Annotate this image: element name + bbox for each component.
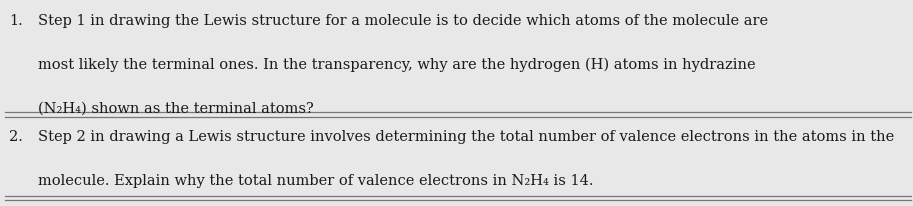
- Text: most likely the terminal ones. In the transparency, why are the hydrogen (H) ato: most likely the terminal ones. In the tr…: [38, 58, 756, 72]
- Text: Step 2 in drawing a Lewis structure involves determining the total number of val: Step 2 in drawing a Lewis structure invo…: [38, 130, 895, 144]
- Text: 1.: 1.: [9, 14, 23, 28]
- Text: molecule. Explain why the total number of valence electrons in N₂H₄ is 14.: molecule. Explain why the total number o…: [38, 173, 593, 187]
- Text: 2.: 2.: [9, 130, 23, 144]
- Text: Step 1 in drawing the Lewis structure for a molecule is to decide which atoms of: Step 1 in drawing the Lewis structure fo…: [38, 14, 769, 28]
- Text: (N₂H₄) shown as the terminal atoms?: (N₂H₄) shown as the terminal atoms?: [38, 101, 314, 115]
